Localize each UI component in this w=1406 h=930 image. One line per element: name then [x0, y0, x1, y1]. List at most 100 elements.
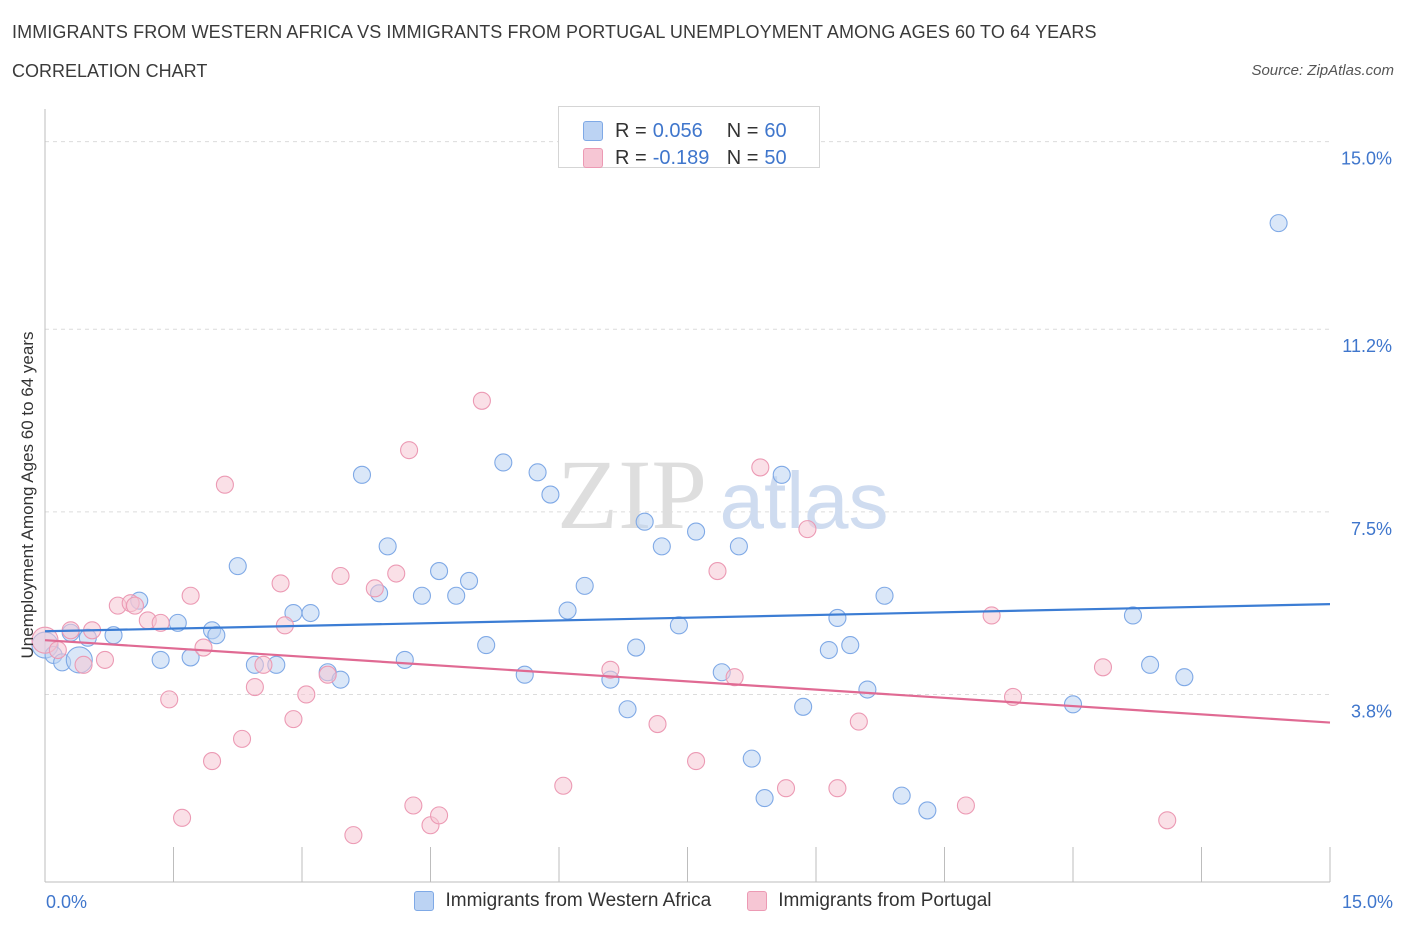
data-point-western-africa	[412, 586, 431, 605]
data-point-western-africa	[207, 626, 226, 645]
data-point-western-africa	[687, 522, 706, 541]
legend-swatch-blue	[414, 891, 435, 911]
data-point-portugal	[331, 566, 350, 586]
data-point-portugal	[648, 715, 667, 734]
data-point-western-africa	[541, 485, 560, 504]
data-point-portugal	[387, 564, 406, 583]
legend-swatch-blue	[583, 121, 603, 141]
data-point-portugal	[173, 808, 192, 827]
data-point-western-africa	[378, 537, 397, 556]
watermark: ZIP atlas	[557, 439, 888, 550]
y-axis-label: Unemployment Among Ages 60 to 64 years	[18, 331, 37, 659]
data-point-portugal	[956, 796, 975, 815]
r-label: R =	[615, 119, 647, 142]
data-point-portugal	[318, 665, 337, 684]
data-point-western-africa	[151, 650, 170, 669]
stats-legend-row-western-africa: R = 0.056 N = 60	[583, 119, 787, 143]
data-point-portugal	[554, 776, 573, 795]
x-tick-label: 0.0%	[46, 892, 87, 912]
data-point-western-africa	[494, 453, 513, 472]
data-point-western-africa	[828, 608, 847, 628]
n-label: N =	[726, 119, 759, 142]
legend-label: Immigrants from Portugal	[778, 890, 992, 911]
data-point-portugal	[344, 826, 363, 845]
legend-swatch-pink	[583, 148, 603, 168]
data-point-portugal	[245, 677, 264, 697]
data-point-portugal	[365, 579, 384, 598]
y-tick-label: 3.8%	[1351, 701, 1392, 721]
data-point-western-africa	[858, 680, 877, 699]
data-point-portugal	[751, 458, 770, 477]
chart-title: IMMIGRANTS FROM WESTERN AFRICA VS IMMIGR…	[12, 22, 1097, 42]
data-point-portugal	[849, 712, 868, 731]
data-point-portugal	[48, 640, 67, 660]
r-value: -0.189	[652, 146, 710, 169]
data-point-western-africa	[627, 638, 646, 657]
trend-line-western-africa	[44, 603, 1331, 633]
legend-item-western-africa[interactable]: Immigrants from Western Africa	[414, 890, 711, 912]
data-point-portugal	[181, 586, 200, 605]
data-point-western-africa	[918, 801, 937, 820]
data-point-western-africa	[1123, 606, 1143, 625]
legend-label: Immigrants from Western Africa	[445, 890, 712, 911]
data-point-western-africa	[729, 537, 748, 556]
data-point-western-africa	[558, 601, 577, 620]
data-point-portugal	[74, 655, 93, 674]
data-point-portugal	[125, 596, 144, 615]
data-point-portugal	[725, 668, 744, 687]
data-point-portugal	[160, 690, 179, 709]
data-point-portugal	[203, 752, 222, 771]
y-tick-label: 11.2%	[1342, 336, 1392, 356]
data-point-western-africa	[352, 465, 372, 484]
stats-legend: R = 0.056 N = 60 R = -0.189 N = 50	[558, 106, 820, 170]
data-point-western-africa	[794, 697, 813, 716]
data-point-portugal	[472, 391, 491, 410]
x-tick-label: 15.0%	[1342, 892, 1393, 912]
legend-item-portugal[interactable]: Immigrants from Portugal	[747, 890, 992, 912]
data-point-portugal	[151, 613, 170, 632]
series-portugal-points	[31, 391, 1177, 845]
r-value: 0.056	[652, 119, 703, 142]
data-point-western-africa	[1063, 695, 1083, 714]
data-point-western-africa	[575, 576, 594, 595]
data-point-western-africa	[652, 537, 671, 556]
legend-swatch-pink	[747, 891, 768, 911]
data-point-western-africa	[430, 562, 449, 581]
data-point-portugal	[232, 729, 252, 748]
watermark-zip: ZIP	[557, 439, 707, 550]
data-point-western-africa	[228, 557, 247, 576]
data-point-portugal	[404, 796, 423, 815]
data-point-western-africa	[772, 465, 791, 484]
data-point-portugal	[1158, 811, 1177, 830]
axes	[44, 109, 1331, 883]
n-label: N =	[726, 146, 759, 169]
data-point-western-africa	[892, 786, 911, 805]
y-tick-label: 7.5%	[1351, 519, 1392, 539]
data-point-portugal	[828, 779, 847, 798]
data-point-portugal	[601, 660, 620, 679]
data-point-western-africa	[1175, 668, 1194, 687]
data-point-western-africa	[669, 616, 688, 635]
data-point-portugal	[400, 441, 419, 460]
data-point-portugal	[254, 655, 273, 674]
data-point-western-africa	[841, 636, 860, 655]
tick-labels: 3.8% 7.5% 11.2% 15.0% 0.0% 15.0%	[46, 149, 1393, 912]
n-value: 50	[764, 146, 787, 169]
data-point-portugal	[215, 475, 234, 494]
trend-line-portugal	[44, 639, 1331, 724]
data-point-western-africa	[742, 749, 761, 768]
data-point-western-africa	[755, 789, 774, 808]
trend-lines	[44, 603, 1331, 724]
data-point-portugal	[708, 562, 727, 581]
stats-legend-row-portugal: R = -0.189 N = 50	[583, 146, 787, 170]
data-point-portugal	[982, 606, 1001, 625]
chart-subtitle: CORRELATION CHART	[12, 61, 208, 81]
data-point-western-africa	[635, 512, 654, 531]
y-tick-label: 15.0%	[1341, 149, 1392, 169]
r-label: R =	[615, 146, 647, 169]
data-point-western-africa	[477, 636, 496, 655]
data-point-portugal	[284, 710, 303, 729]
data-point-portugal	[95, 650, 115, 669]
data-point-western-africa	[528, 463, 547, 482]
data-point-western-africa	[447, 586, 466, 605]
